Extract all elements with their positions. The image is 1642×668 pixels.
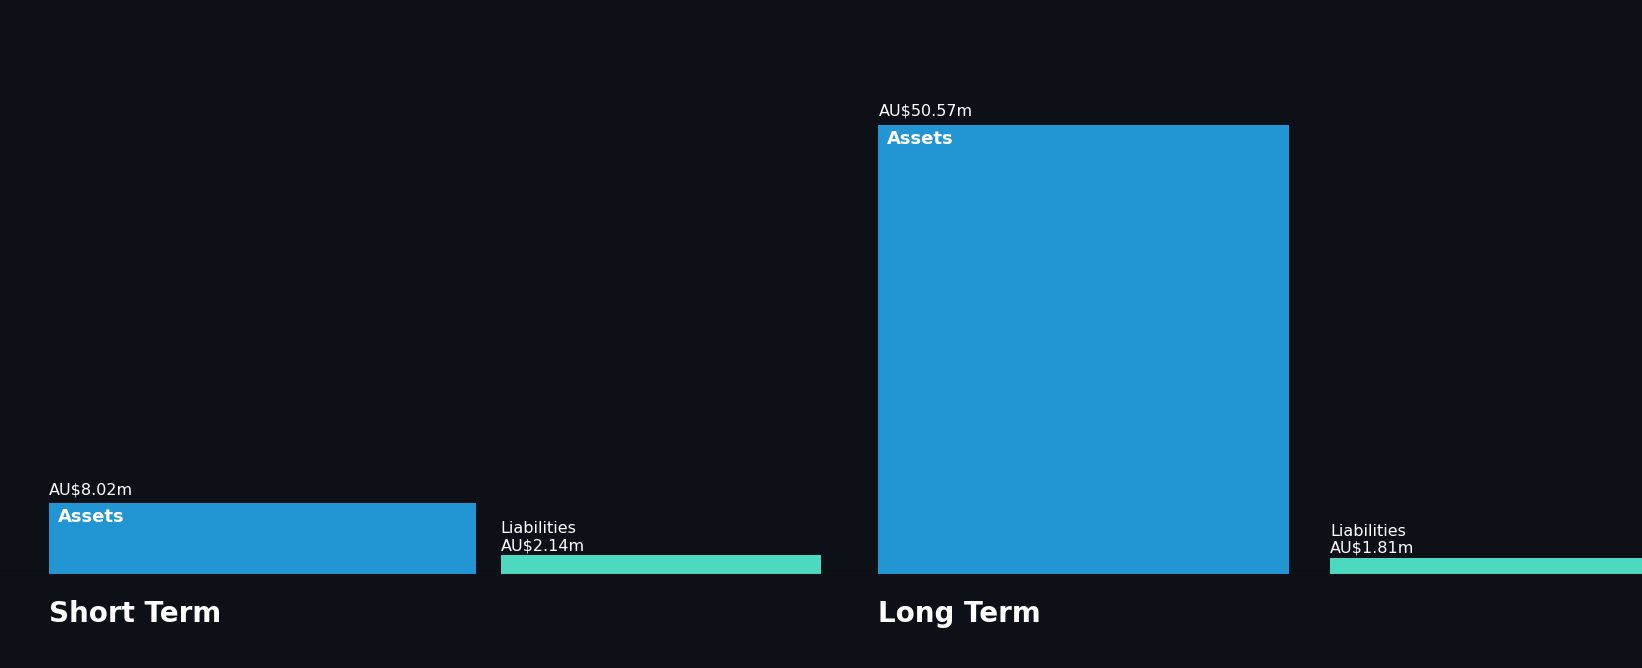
Text: Short Term: Short Term [49,600,222,628]
Bar [49,503,476,574]
Text: Liabilities: Liabilities [1330,524,1406,539]
Text: Assets: Assets [887,130,954,148]
Text: Liabilities: Liabilities [501,521,576,536]
Bar [878,125,1289,574]
Text: AU$2.14m: AU$2.14m [501,538,585,553]
Text: AU$1.81m: AU$1.81m [1330,541,1414,556]
Text: AU$50.57m: AU$50.57m [878,104,972,119]
Text: Assets: Assets [57,508,125,526]
Bar [501,556,821,574]
Text: AU$8.02m: AU$8.02m [49,482,133,497]
Text: Long Term: Long Term [878,600,1041,628]
Bar [1330,558,1642,574]
